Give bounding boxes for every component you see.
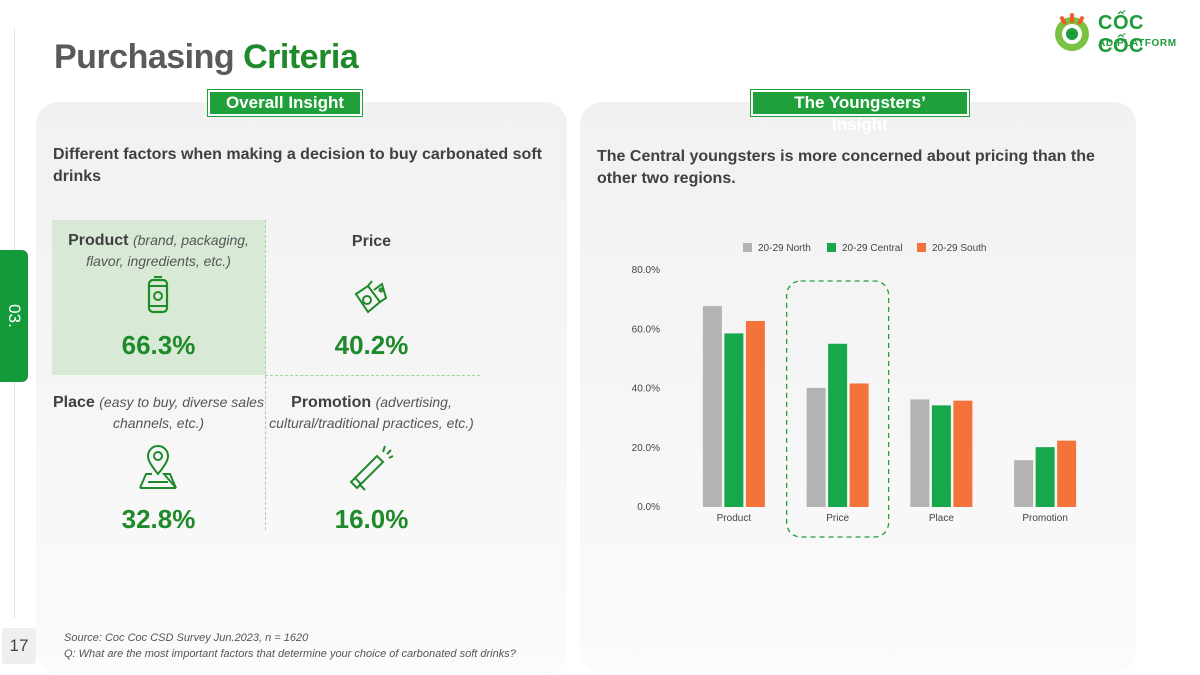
y-tick-label: 60.0% [632, 324, 660, 335]
legend-label: 20-29 North [758, 243, 811, 254]
price-tag-icon [354, 280, 388, 314]
section-tab[interactable]: 03. [0, 250, 28, 382]
factor-value: 32.8% [121, 504, 196, 534]
factor-title: Place (easy to buy, diverse sales channe… [52, 392, 265, 434]
grid-divider-horizontal [265, 375, 480, 376]
bar [1057, 440, 1077, 507]
brand-logo: CỐC CỐC AD PLATFORM [1052, 12, 1182, 57]
factor-name: Product [68, 232, 129, 249]
factor-name: Price [351, 233, 392, 250]
logo-wordmark: CỐC CỐC [1098, 12, 1144, 57]
x-tick-label: Place [929, 513, 954, 524]
page-title: Purchasing Criteria [54, 38, 359, 77]
megaphone-icon [349, 445, 394, 491]
bar [702, 306, 722, 507]
x-tick-label: Promotion [1022, 513, 1068, 524]
bar [1035, 447, 1055, 507]
factor-name: Promotion [291, 394, 372, 411]
factor-value: 66.3% [121, 330, 196, 360]
bar [828, 343, 848, 507]
youngsters-description: The Central youngsters is more concerned… [597, 148, 1095, 187]
question-line: Q: What are the most important factors t… [64, 648, 516, 660]
factor-title: Promotion (advertising, cultural/traditi… [265, 392, 478, 434]
factor-promotion: Promotion (advertising, cultural/traditi… [265, 382, 478, 537]
bar [931, 405, 951, 507]
factor-note: (brand, packaging, flavor, ingredients, … [86, 232, 249, 269]
bar [1014, 460, 1034, 507]
title-part1: Purchasing [54, 38, 235, 76]
youngsters-insight-badge: The Youngsters’ Insight [751, 90, 969, 134]
y-tick-label: 80.0% [632, 265, 660, 276]
y-tick-label: 20.0% [632, 443, 660, 454]
legend-label: 20-29 Central [842, 243, 903, 254]
bar [724, 333, 744, 507]
overall-insight-badge: Overall Insight [208, 90, 362, 116]
y-tick-label: 0.0% [637, 502, 660, 513]
x-tick-label: Product [717, 513, 752, 524]
logo-subtitle: AD PLATFORM [1098, 38, 1177, 49]
section-number: 03. [5, 304, 24, 328]
bar [806, 387, 826, 507]
factor-product: Product (brand, packaging, flavor, ingre… [52, 220, 265, 375]
x-tick-label: Price [826, 513, 849, 524]
factor-value: 16.0% [334, 504, 409, 534]
legend-swatch [827, 243, 836, 252]
overall-insight-panel [36, 102, 567, 674]
overall-description: Different factors when making a decision… [53, 146, 542, 185]
y-tick-label: 40.0% [632, 384, 660, 395]
title-part2: Criteria [243, 38, 359, 76]
bar [910, 399, 930, 507]
factor-value: 40.2% [334, 330, 409, 360]
factor-note: (advertising, cultural/traditional pract… [269, 394, 474, 431]
highlight-box [785, 280, 890, 538]
source-note: Source: Coc Coc CSD Survey Jun.2023, n =… [64, 630, 516, 662]
factor-title: Product (brand, packaging, flavor, ingre… [52, 230, 265, 272]
source-line: Source: Coc Coc CSD Survey Jun.2023, n =… [64, 632, 309, 644]
youngsters-bar-chart: 20-29 North 20-29 Central 20-29 South 0.0% 2… [632, 243, 1077, 538]
legend-swatch [917, 243, 926, 252]
factor-place: Place (easy to buy, diverse sales channe… [52, 382, 265, 537]
legend-label: 20-29 South [932, 243, 987, 254]
bar [849, 383, 869, 507]
factor-title: Price [265, 232, 478, 252]
page-number: 17 [2, 628, 36, 664]
bar [745, 320, 765, 507]
factor-name: Place [53, 394, 95, 411]
map-pin-icon [139, 445, 177, 489]
bar [953, 400, 973, 507]
coccoc-logo-icon [1055, 13, 1089, 51]
legend-swatch [743, 243, 752, 252]
factor-note: (easy to buy, diverse sales channels, et… [99, 394, 264, 431]
soda-can-icon [147, 276, 169, 314]
factor-price: Price 40.2% [265, 220, 478, 375]
